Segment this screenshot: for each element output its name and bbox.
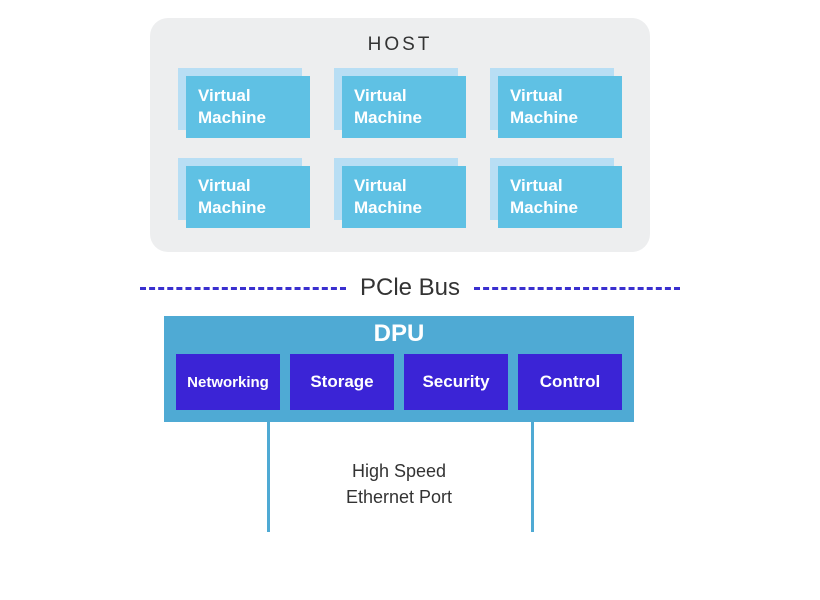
host-box: HOST VirtualMachineVirtualMachineVirtual… (150, 18, 650, 252)
vm-row: VirtualMachineVirtualMachineVirtualMachi… (178, 158, 622, 228)
vm-label-line1: Virtual (198, 85, 310, 107)
ethernet-label-line1: High Speed (352, 461, 446, 481)
vm-card-front: VirtualMachine (342, 76, 466, 138)
ethernet-area: High Speed Ethernet Port (164, 422, 634, 532)
vm-card-front: VirtualMachine (498, 76, 622, 138)
dpu-cell-control: Control (518, 354, 622, 410)
vm-label-line1: Virtual (198, 175, 310, 197)
vm-label-line1: Virtual (510, 85, 622, 107)
vm-card-front: VirtualMachine (186, 166, 310, 228)
ethernet-label-line2: Ethernet Port (346, 487, 452, 507)
dpu-cells-row: NetworkingStorageSecurityControl (176, 354, 622, 410)
dpu-box: DPU NetworkingStorageSecurityControl (164, 316, 634, 422)
vm-card-front: VirtualMachine (342, 166, 466, 228)
dpu-title: DPU (176, 320, 622, 348)
vm-label-line2: Machine (354, 107, 466, 129)
vm-stack: VirtualMachine (178, 68, 310, 138)
vm-grid: VirtualMachineVirtualMachineVirtualMachi… (178, 68, 622, 228)
vm-stack: VirtualMachine (178, 158, 310, 228)
vm-stack: VirtualMachine (334, 158, 466, 228)
vm-label-line2: Machine (198, 107, 310, 129)
vm-card-front: VirtualMachine (186, 76, 310, 138)
bus-dash-right (474, 287, 680, 290)
bus-label: PCle Bus (356, 274, 464, 302)
vm-label-line2: Machine (354, 197, 466, 219)
dpu-cell-security: Security (404, 354, 508, 410)
host-title: HOST (178, 34, 622, 56)
dpu-cell-networking: Networking (176, 354, 280, 410)
vm-label-line1: Virtual (354, 175, 466, 197)
vm-label-line2: Machine (510, 107, 622, 129)
vm-label-line2: Machine (198, 197, 310, 219)
bus-dash-left (140, 287, 346, 290)
vm-stack: VirtualMachine (490, 158, 622, 228)
ethernet-label: High Speed Ethernet Port (164, 458, 634, 510)
vm-label-line1: Virtual (510, 175, 622, 197)
diagram-canvas: HOST VirtualMachineVirtualMachineVirtual… (140, 18, 680, 532)
vm-row: VirtualMachineVirtualMachineVirtualMachi… (178, 68, 622, 138)
vm-card-front: VirtualMachine (498, 166, 622, 228)
vm-stack: VirtualMachine (334, 68, 466, 138)
dpu-cell-storage: Storage (290, 354, 394, 410)
vm-stack: VirtualMachine (490, 68, 622, 138)
vm-label-line1: Virtual (354, 85, 466, 107)
pcie-bus-row: PCle Bus (140, 274, 680, 302)
vm-label-line2: Machine (510, 197, 622, 219)
